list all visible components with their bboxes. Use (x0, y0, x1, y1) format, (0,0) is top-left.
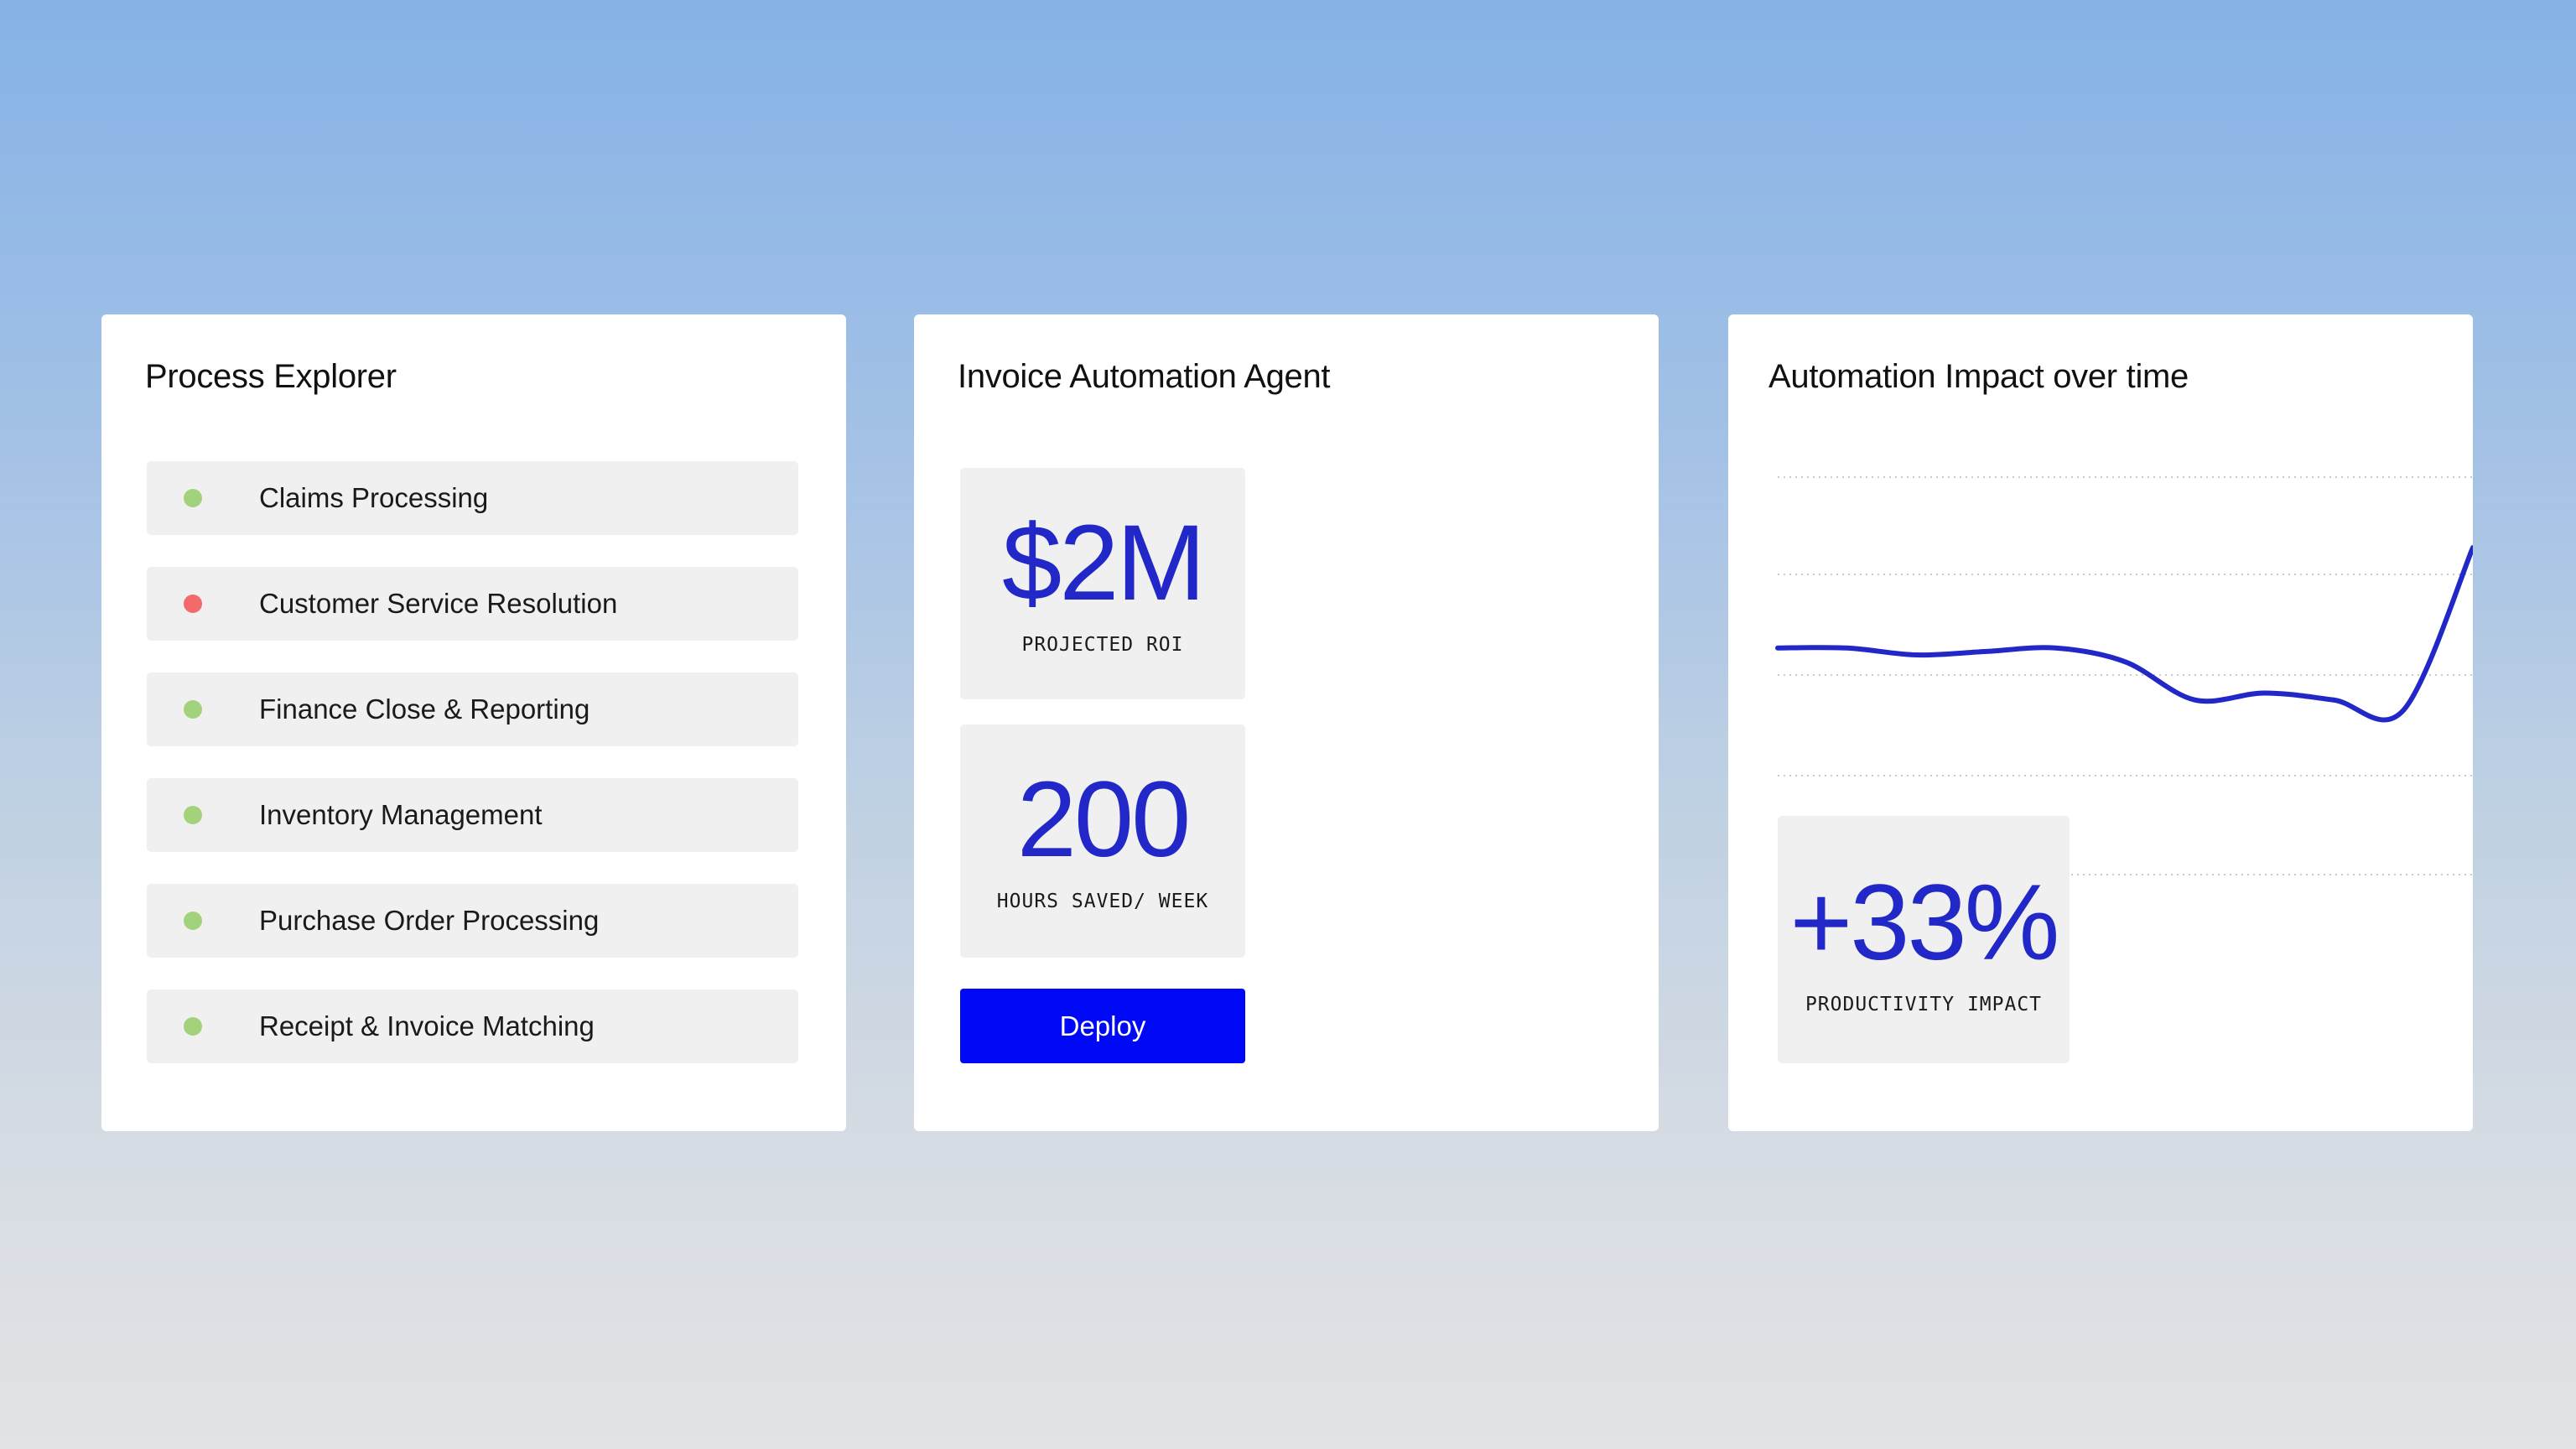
deploy-button[interactable]: Deploy (960, 989, 1245, 1063)
process-item-receipt-invoice-matching[interactable]: Receipt & Invoice Matching (147, 989, 798, 1063)
chart-grid (1778, 476, 2473, 875)
process-item-customer-service-resolution[interactable]: Customer Service Resolution (147, 567, 798, 641)
hours-label: HOURS SAVED/ WEEK (996, 891, 1209, 912)
process-item-label: Receipt & Invoice Matching (259, 1010, 595, 1041)
status-dot-icon (184, 489, 202, 507)
process-item-label: Finance Close & Reporting (259, 693, 590, 724)
process-item-label: Customer Service Resolution (259, 588, 618, 619)
hours-saved-metric: 200 HOURS SAVED/ WEEK (960, 724, 1245, 958)
impact-line-chart (1775, 476, 2473, 875)
process-list: Claims Processing Customer Service Resol… (147, 461, 798, 1095)
process-explorer-card: Process Explorer Claims Processing Custo… (101, 314, 846, 1131)
status-dot-icon (184, 700, 202, 719)
status-dot-icon (184, 595, 202, 613)
chart-series-line (1775, 545, 2473, 723)
status-dot-icon (184, 911, 202, 930)
process-item-finance-close-reporting[interactable]: Finance Close & Reporting (147, 673, 798, 746)
roi-value: $2M (1002, 503, 1206, 623)
process-item-label: Claims Processing (259, 482, 489, 513)
agent-title: Invoice Automation Agent (958, 358, 1331, 395)
process-item-purchase-order-processing[interactable]: Purchase Order Processing (147, 884, 798, 958)
hours-value: 200 (1016, 760, 1192, 880)
productivity-impact-metric: +33% PRODUCTIVITY IMPACT (1778, 816, 2070, 1063)
impact-title: Automation Impact over time (1768, 358, 2189, 395)
productivity-value: +33% (1789, 863, 2060, 983)
projected-roi-metric: $2M PROJECTED ROI (960, 468, 1245, 699)
productivity-label: PRODUCTIVITY IMPACT (1805, 994, 2043, 1015)
invoice-automation-agent-card: Invoice Automation Agent $2M PROJECTED R… (914, 314, 1659, 1131)
process-explorer-title: Process Explorer (145, 358, 397, 395)
roi-label: PROJECTED ROI (1021, 634, 1184, 656)
chart-series (1775, 545, 2473, 723)
status-dot-icon (184, 806, 202, 824)
process-item-claims-processing[interactable]: Claims Processing (147, 461, 798, 535)
status-dot-icon (184, 1017, 202, 1036)
automation-impact-card: Automation Impact over time +33% PRODUCT… (1728, 314, 2473, 1131)
process-item-inventory-management[interactable]: Inventory Management (147, 778, 798, 852)
process-item-label: Purchase Order Processing (259, 905, 600, 936)
process-item-label: Inventory Management (259, 799, 543, 830)
